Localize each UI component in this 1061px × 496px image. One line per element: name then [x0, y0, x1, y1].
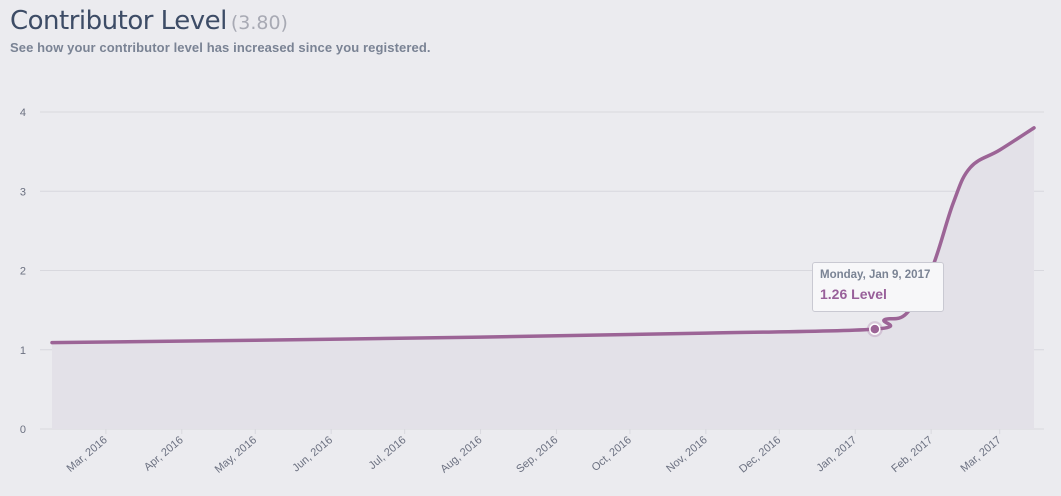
highlight-dot: [869, 323, 881, 335]
x-tick-label: Sep, 2016: [514, 434, 560, 475]
y-tick-label: 3: [20, 186, 26, 198]
current-level-value: (3.80): [230, 12, 288, 34]
x-tick-label: May, 2016: [213, 434, 259, 476]
data-tooltip: Monday, Jan 9, 2017 1.26 Level: [812, 262, 944, 312]
x-tick-label: Aug, 2016: [438, 434, 484, 475]
tooltip-date: Monday, Jan 9, 2017: [820, 269, 931, 281]
x-tick-label: Mar, 2017: [958, 434, 1003, 475]
y-tick-label: 2: [20, 266, 26, 278]
x-tick-label: Jul, 2016: [367, 434, 409, 472]
page-title: Contributor Level: [10, 6, 227, 36]
y-tick-label: 0: [20, 424, 26, 436]
page-subtitle: See how your contributor level has incre…: [10, 40, 431, 55]
level-area: [52, 127, 1034, 429]
y-axis: 0 1 2 3 4: [20, 107, 26, 436]
tooltip-value: 1.26 Level: [820, 286, 887, 302]
x-tick-label: Feb, 2017: [889, 434, 935, 475]
x-tick-label: Oct, 2016: [590, 434, 634, 474]
x-tick-label: Mar, 2016: [65, 434, 110, 475]
highlight-point[interactable]: [866, 321, 883, 338]
y-tick-label: 4: [20, 107, 26, 119]
x-tick-label: Dec, 2016: [737, 434, 783, 475]
x-axis: Mar, 2016 Apr, 2016 May, 2016 Jun, 2016 Jul,…: [65, 429, 1004, 476]
x-tick-label: Nov, 2016: [664, 434, 710, 475]
y-tick-label: 1: [20, 345, 26, 357]
x-tick-label: Jun, 2016: [290, 434, 335, 474]
x-tick-label: Apr, 2016: [142, 434, 186, 473]
x-tick-label: Jan, 2017: [814, 434, 859, 474]
chart-header: Contributor Level (3.80) See how your con…: [10, 6, 431, 55]
